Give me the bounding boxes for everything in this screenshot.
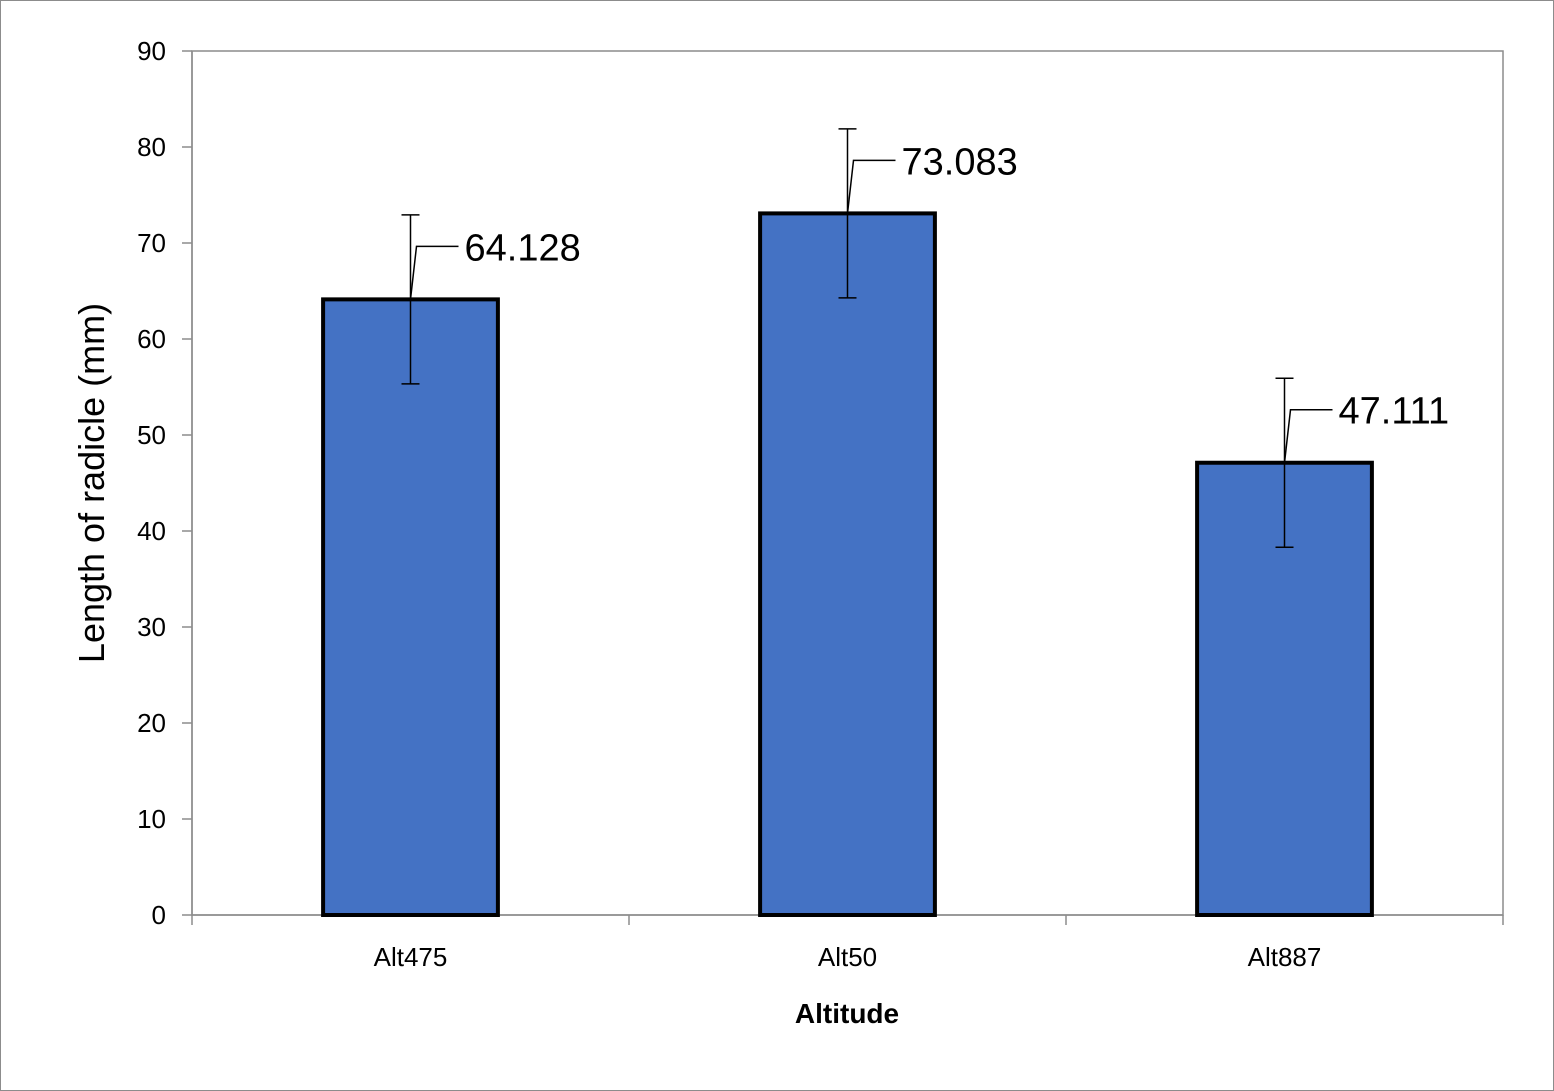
y-tick-label: 10 bbox=[137, 804, 166, 834]
y-tick-label: 0 bbox=[152, 900, 166, 930]
y-tick-label: 70 bbox=[137, 228, 166, 258]
x-tick-label: Alt475 bbox=[374, 942, 448, 972]
y-tick-label: 40 bbox=[137, 516, 166, 546]
y-tick-label: 50 bbox=[137, 420, 166, 450]
x-axis: Alt475 Alt50 Alt887 bbox=[191, 914, 1504, 972]
data-label-leader bbox=[1283, 408, 1333, 463]
y-tick-label: 90 bbox=[137, 36, 166, 66]
bar bbox=[758, 211, 937, 917]
data-labels: 64.128 73.083 47.111 bbox=[409, 141, 1450, 463]
data-label: 47.111 bbox=[1339, 391, 1450, 433]
y-tick-label: 30 bbox=[137, 612, 166, 642]
bar bbox=[321, 297, 500, 917]
y-tick-label: 20 bbox=[137, 708, 166, 738]
y-axis-title: Length of radicle (mm) bbox=[71, 303, 112, 663]
data-label: 64.128 bbox=[465, 227, 581, 269]
x-tick-label: Alt50 bbox=[818, 942, 877, 972]
data-label-leader bbox=[846, 159, 896, 214]
y-tick-label: 60 bbox=[137, 324, 166, 354]
x-axis-title: Altitude bbox=[795, 998, 899, 1029]
y-tick-label: 80 bbox=[137, 132, 166, 162]
y-axis: 0 10 20 30 40 50 60 70 80 90 bbox=[137, 36, 193, 930]
data-label: 73.083 bbox=[902, 141, 1018, 183]
bars bbox=[321, 211, 1374, 917]
x-tick-label: Alt887 bbox=[1248, 942, 1322, 972]
data-label-leader bbox=[409, 245, 459, 300]
